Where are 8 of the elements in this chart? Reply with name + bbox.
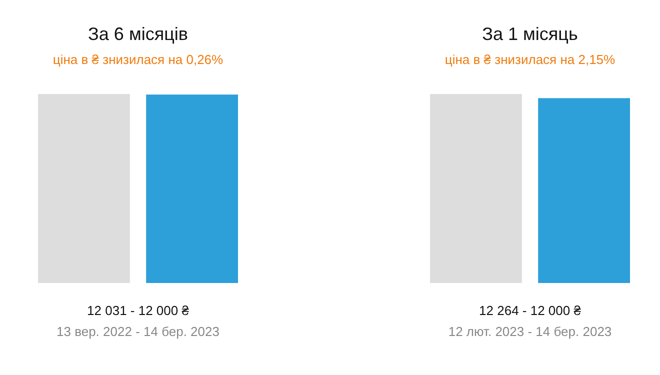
chart-title: За 1 місяць xyxy=(482,24,578,44)
text: 12 лют. 2023 - 14 бер. 2023 xyxy=(448,324,612,339)
x-axis-title: 12 264 - 12 000 ₴ xyxy=(479,303,582,318)
text: 13 вер. 2022 - 14 бер. 2023 xyxy=(56,324,220,339)
chart-title: За 6 місяців xyxy=(88,24,188,44)
chart-subtitle: ціна в ₴ знизилася на 0,26% xyxy=(52,52,224,67)
x-axis-title: 12 031 - 12 000 ₴ xyxy=(87,303,190,318)
chart-subtitle: ціна в ₴ знизилася на 2,15% xyxy=(444,52,616,67)
